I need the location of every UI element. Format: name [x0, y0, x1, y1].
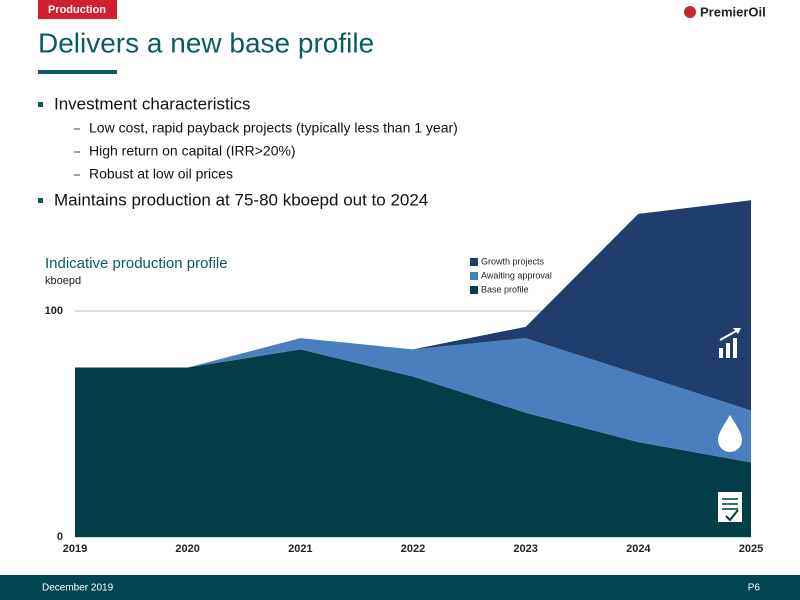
legend: Growth projects Awaiting approval Base pro… [470, 256, 552, 294]
bullet-text: Maintains production at 75-80 kboepd out… [54, 190, 428, 209]
section-tag [38, 0, 117, 19]
y-tick-label: 0 [57, 531, 63, 543]
y-tick-label: 100 [45, 305, 63, 317]
footer-date: December 2019 [42, 583, 114, 594]
footer-bar [0, 575, 800, 600]
bullet-marker [38, 198, 43, 203]
legend-label: Growth projects [481, 256, 545, 266]
x-tick-label: 2020 [175, 543, 199, 555]
area [75, 338, 751, 463]
x-tick-label: 2023 [513, 543, 537, 555]
logo-text: PremierOil [700, 4, 766, 19]
x-tick-label: 2019 [63, 543, 87, 555]
area [75, 349, 751, 537]
legend-label: Base profile [481, 284, 529, 294]
area [75, 200, 751, 411]
icons [718, 328, 742, 522]
chart-title: Indicative production profile [45, 255, 228, 272]
legend-swatch [470, 286, 478, 294]
slide-title: Delivers a new base profile [38, 27, 374, 58]
document-icon [718, 492, 742, 522]
section-label: Production [48, 4, 106, 16]
x-tick-label: 2021 [288, 543, 312, 555]
footer-page: P6 [748, 583, 761, 594]
bullet-text: Investment characteristics [54, 94, 251, 113]
bullet-marker [38, 102, 43, 107]
bullets: Investment characteristics Low cost, rapi… [38, 94, 458, 209]
logo-icon [684, 6, 696, 18]
sub-bullet-text: Robust at low oil prices [89, 166, 233, 182]
legend-swatch [470, 272, 478, 280]
x-tick-label: 2025 [739, 543, 763, 555]
sub-bullet-text: High return on capital (IRR>20%) [89, 143, 296, 159]
legend-swatch [470, 258, 478, 266]
growth-icon [719, 328, 741, 358]
y-axis-label: kboepd [45, 275, 81, 287]
sub-bullet-text: Low cost, rapid payback projects (typica… [89, 120, 458, 136]
title-underline [38, 70, 117, 74]
x-tick-label: 2022 [401, 543, 425, 555]
drop-icon [718, 415, 742, 452]
legend-label: Awaiting approval [481, 270, 552, 280]
x-tick-label: 2024 [626, 543, 651, 555]
plot: 0 100 2019 2020 2021 2022 2023 2024 2025 Growth p… [45, 200, 763, 555]
